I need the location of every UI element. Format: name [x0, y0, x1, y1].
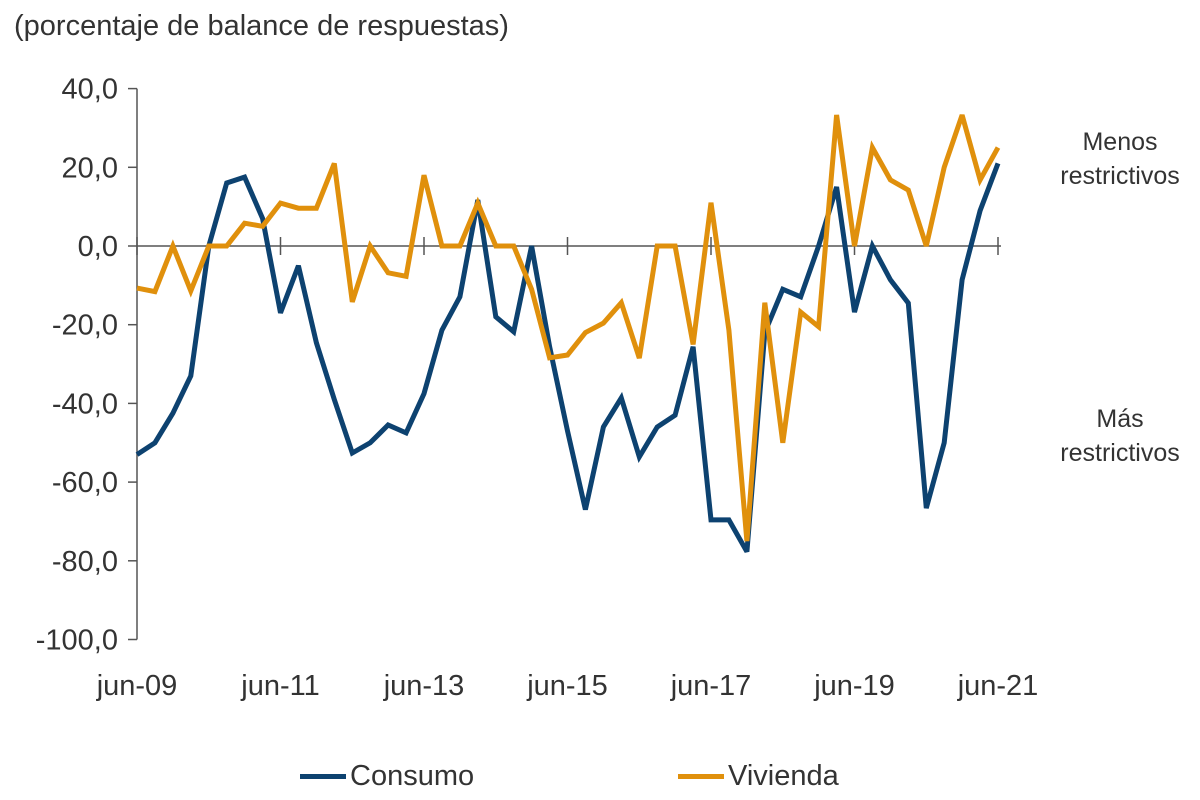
chart-title: (porcentaje de balance de respuestas) [14, 10, 509, 42]
annotation-more-restrictive: Más restrictivos [1040, 402, 1200, 470]
y-tick-label: -40,0 [52, 388, 118, 420]
y-tick-label: -100,0 [36, 625, 118, 657]
series-line-vivienda [136, 114, 1001, 542]
annotation-line: restrictivos [1060, 439, 1180, 467]
annotation-line: Menos [1082, 128, 1158, 156]
legend-item-consumo: Consumo [300, 760, 474, 793]
legend-item-vivienda: Vivienda [678, 760, 839, 793]
x-tick-label: jun-21 [957, 670, 1039, 702]
annotation-less-restrictive: Menos restrictivos [1040, 125, 1200, 193]
y-tick-label: 0,0 [78, 231, 118, 263]
y-tick-label: -20,0 [52, 310, 118, 342]
x-tick-label: jun-19 [813, 670, 895, 702]
x-tick-label: jun-09 [96, 670, 178, 702]
y-tick-label: 20,0 [62, 152, 118, 184]
annotation-line: restrictivos [1060, 162, 1180, 190]
y-tick-label: -80,0 [52, 546, 118, 578]
x-tick-label: jun-17 [670, 670, 752, 702]
y-tick-label: 40,0 [62, 74, 118, 106]
legend-swatch [678, 774, 724, 779]
legend-label: Vivienda [728, 760, 839, 792]
annotation-line: Más [1096, 405, 1144, 433]
x-tick-label: jun-15 [526, 670, 608, 702]
x-tick-label: jun-13 [383, 670, 465, 702]
x-tick-label: jun-11 [240, 670, 319, 702]
legend-swatch [300, 774, 346, 779]
legend-label: Consumo [350, 760, 475, 792]
y-tick-label: -60,0 [52, 467, 118, 499]
